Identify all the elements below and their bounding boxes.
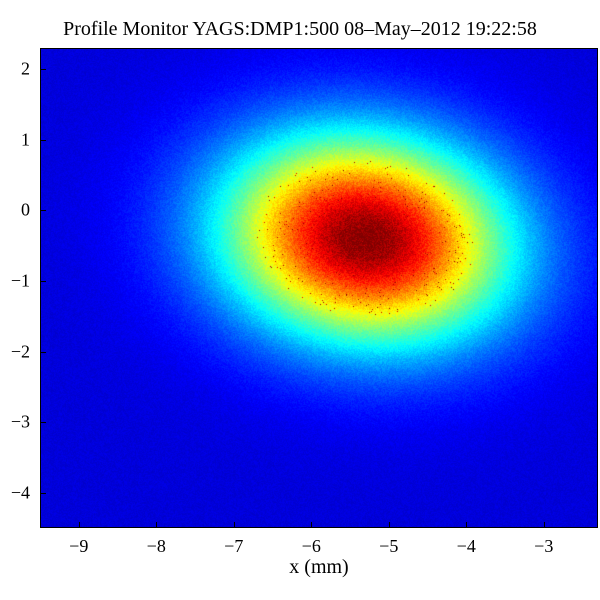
y-tick-mark: [40, 210, 46, 211]
y-tick-mark: [40, 140, 46, 141]
y-tick-mark: [40, 69, 46, 70]
x-tick-label: −8: [147, 528, 166, 557]
heatmap-canvas: [40, 48, 598, 528]
x-tick-label: −4: [457, 528, 476, 557]
y-tick-mark: [40, 352, 46, 353]
x-tick-mark: [466, 522, 467, 528]
y-tick-label: −4: [11, 482, 40, 503]
x-tick-label: −3: [534, 528, 553, 557]
y-tick-label: −2: [11, 341, 40, 362]
x-tick-label: −7: [224, 528, 243, 557]
y-tick-mark: [40, 493, 46, 494]
x-tick-label: −6: [302, 528, 321, 557]
y-tick-label: −3: [11, 412, 40, 433]
x-tick-mark: [389, 522, 390, 528]
x-tick-mark: [311, 522, 312, 528]
x-tick-mark: [79, 522, 80, 528]
y-tick-label: 2: [21, 59, 40, 80]
chart-title: Profile Monitor YAGS:DMP1:500 08–May–201…: [0, 18, 600, 41]
x-tick-mark: [544, 522, 545, 528]
x-tick-mark: [156, 522, 157, 528]
x-tick-label: −5: [379, 528, 398, 557]
y-tick-label: 1: [21, 129, 40, 150]
y-tick-label: −1: [11, 270, 40, 291]
x-tick-mark: [234, 522, 235, 528]
y-tick-mark: [40, 422, 46, 423]
y-tick-mark: [40, 281, 46, 282]
x-tick-label: −9: [69, 528, 88, 557]
y-tick-label: 0: [21, 200, 40, 221]
plot-area: x (mm) −4−3−2−1012−9−8−7−6−5−4−3: [40, 48, 598, 528]
